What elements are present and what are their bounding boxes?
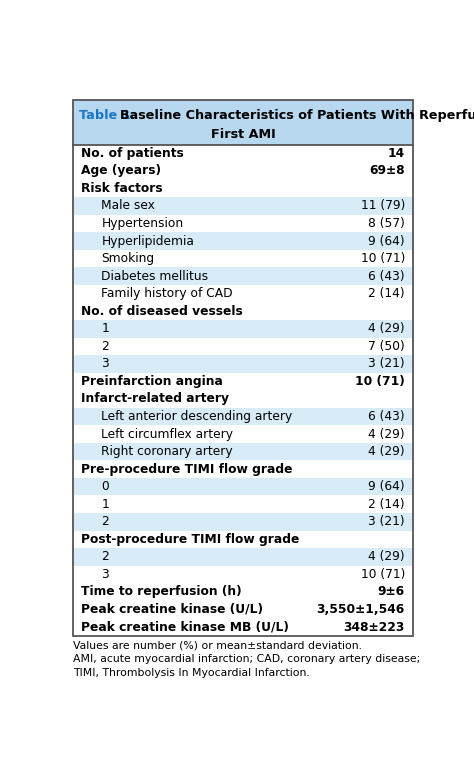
Text: 10 (71): 10 (71)	[355, 375, 405, 388]
Text: 9 (64): 9 (64)	[368, 234, 405, 247]
Text: Age (years): Age (years)	[81, 164, 161, 177]
Text: Smoking: Smoking	[101, 252, 155, 265]
Bar	[73, 267, 413, 285]
Text: 10 (71): 10 (71)	[361, 252, 405, 265]
Bar	[73, 425, 413, 443]
Text: 3: 3	[101, 568, 109, 581]
Text: 11 (79): 11 (79)	[361, 200, 405, 213]
Text: Baseline Characteristics of Patients With Reperfused: Baseline Characteristics of Patients Wit…	[120, 109, 474, 122]
Text: Hyperlipidemia: Hyperlipidemia	[101, 234, 194, 247]
Bar	[73, 583, 413, 601]
Text: 4 (29): 4 (29)	[368, 551, 405, 563]
Text: Values are number (%) or mean±standard deviation.
AMI, acute myocardial infarcti: Values are number (%) or mean±standard d…	[73, 641, 420, 678]
Text: Infarct-related artery: Infarct-related artery	[81, 392, 229, 406]
Text: Hypertension: Hypertension	[101, 217, 183, 230]
Text: 2: 2	[101, 551, 109, 563]
Text: 9±6: 9±6	[378, 585, 405, 598]
Text: 4 (29): 4 (29)	[368, 323, 405, 336]
Bar	[73, 443, 413, 460]
Text: 2: 2	[101, 515, 109, 528]
Bar	[73, 390, 413, 408]
Text: Family history of CAD: Family history of CAD	[101, 287, 233, 300]
Text: Left anterior descending artery: Left anterior descending artery	[101, 410, 292, 423]
Text: 6 (43): 6 (43)	[368, 270, 405, 283]
Bar	[73, 495, 413, 513]
Text: 7 (50): 7 (50)	[368, 339, 405, 353]
Text: 2: 2	[101, 339, 109, 353]
Bar	[73, 355, 413, 372]
Text: Risk factors: Risk factors	[81, 182, 163, 195]
Text: 0: 0	[101, 480, 109, 493]
Text: Diabetes mellitus: Diabetes mellitus	[101, 270, 209, 283]
Bar	[73, 303, 413, 320]
Text: Right coronary artery: Right coronary artery	[101, 445, 233, 458]
Bar	[73, 460, 413, 478]
Text: Peak creatine kinase (U/L): Peak creatine kinase (U/L)	[81, 603, 263, 616]
Bar	[73, 372, 413, 390]
Text: 69±8: 69±8	[369, 164, 405, 177]
Bar	[73, 478, 413, 495]
Text: 4 (29): 4 (29)	[368, 428, 405, 441]
Text: First AMI: First AMI	[210, 128, 275, 141]
Text: 3 (21): 3 (21)	[368, 357, 405, 370]
Bar	[73, 250, 413, 267]
Text: 10 (71): 10 (71)	[361, 568, 405, 581]
Bar	[73, 408, 413, 425]
Bar	[73, 285, 413, 303]
Bar	[73, 197, 413, 215]
Bar	[73, 232, 413, 250]
Bar	[73, 565, 413, 583]
Text: Table 1.: Table 1.	[80, 109, 136, 122]
Text: 348±223: 348±223	[344, 621, 405, 634]
Bar	[73, 162, 413, 180]
Text: 1: 1	[101, 323, 109, 336]
Text: 2 (14): 2 (14)	[368, 498, 405, 511]
Text: 14: 14	[388, 147, 405, 160]
Text: Post-procedure TIMI flow grade: Post-procedure TIMI flow grade	[81, 533, 299, 546]
Bar	[73, 548, 413, 565]
Bar	[73, 320, 413, 337]
Text: Time to reperfusion (h): Time to reperfusion (h)	[81, 585, 242, 598]
Text: No. of diseased vessels: No. of diseased vessels	[81, 305, 243, 318]
Bar	[73, 601, 413, 618]
Text: Peak creatine kinase MB (U/L): Peak creatine kinase MB (U/L)	[81, 621, 289, 634]
Text: Left circumflex artery: Left circumflex artery	[101, 428, 233, 441]
Text: Male sex: Male sex	[101, 200, 155, 213]
Text: 8 (57): 8 (57)	[368, 217, 405, 230]
Bar	[73, 531, 413, 548]
Bar	[73, 337, 413, 355]
Text: 4 (29): 4 (29)	[368, 445, 405, 458]
Text: 2 (14): 2 (14)	[368, 287, 405, 300]
Bar	[73, 513, 413, 531]
Text: 1: 1	[101, 498, 109, 511]
Text: Pre-procedure TIMI flow grade: Pre-procedure TIMI flow grade	[81, 462, 292, 475]
Text: 3: 3	[101, 357, 109, 370]
Bar	[73, 618, 413, 636]
Text: No. of patients: No. of patients	[81, 147, 184, 160]
Text: 9 (64): 9 (64)	[368, 480, 405, 493]
Text: 6 (43): 6 (43)	[368, 410, 405, 423]
Bar	[73, 144, 413, 162]
Bar	[73, 180, 413, 197]
Bar	[73, 215, 413, 232]
Text: 3,550±1,546: 3,550±1,546	[317, 603, 405, 616]
Text: Preinfarction angina: Preinfarction angina	[81, 375, 223, 388]
Text: 3 (21): 3 (21)	[368, 515, 405, 528]
Bar	[73, 100, 413, 144]
